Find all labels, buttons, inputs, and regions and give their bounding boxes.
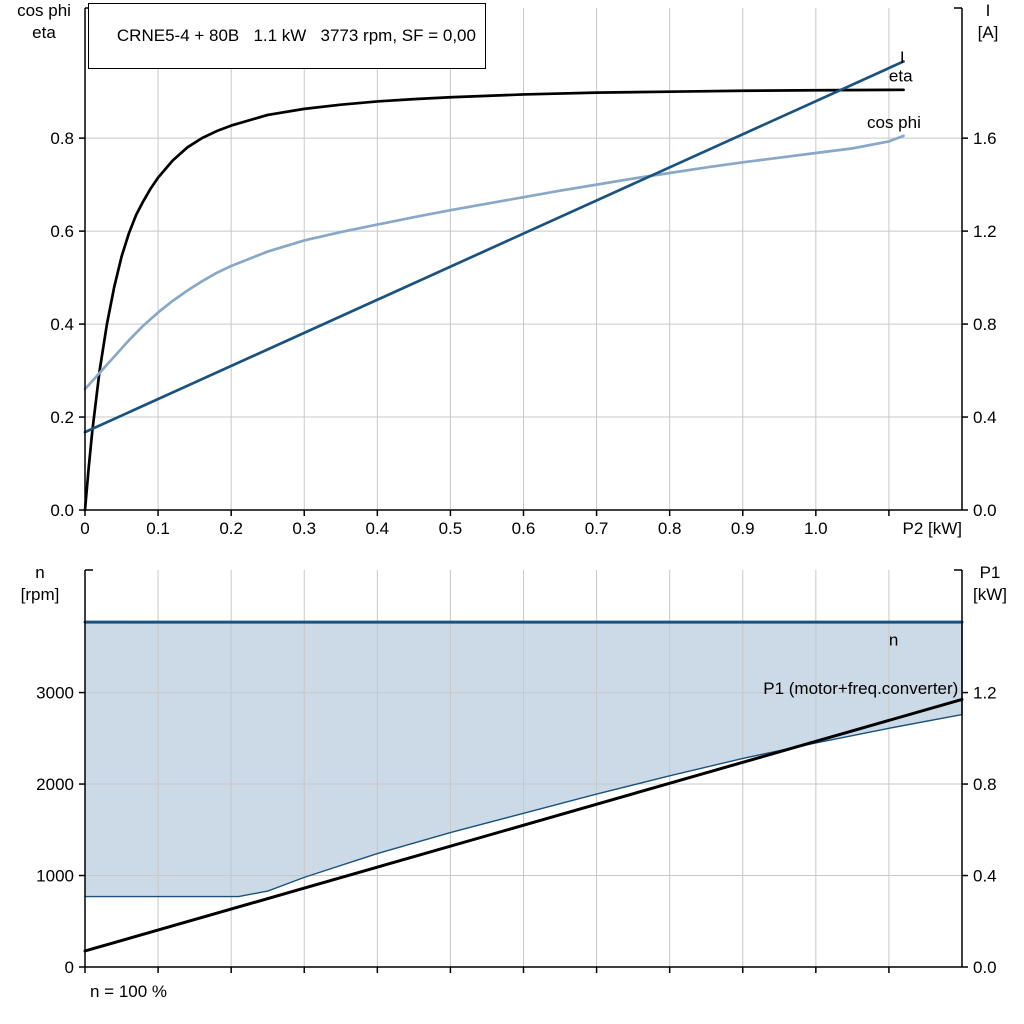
curve-label-i: I (900, 48, 905, 67)
curve-label-n: n (889, 631, 898, 650)
right-axis-title: [kW] (973, 585, 1007, 604)
series-eta (83, 88, 905, 512)
curve-label-eta: eta (889, 66, 913, 85)
left-axis-title: eta (32, 23, 56, 42)
x-tick-label: 0.6 (512, 519, 536, 538)
left-tick-label: 3000 (36, 684, 74, 703)
right-tick-label: 0.8 (973, 775, 997, 794)
x-tick-label: 0.2 (219, 519, 243, 538)
right-tick-label: 0.0 (973, 958, 997, 977)
x-tick-label: 0.9 (731, 519, 755, 538)
left-tick-label: 0.8 (50, 129, 74, 148)
x-tick-label: 1.0 (804, 519, 828, 538)
left-tick-label: 0 (65, 958, 74, 977)
x-tick-label: 0.3 (292, 519, 316, 538)
x-tick-label: 0.8 (658, 519, 682, 538)
left-tick-label: 0.0 (50, 501, 74, 520)
left-tick-label: 0.6 (50, 222, 74, 241)
right-tick-label: 0.0 (973, 501, 997, 520)
x-tick-label: 0.4 (366, 519, 390, 538)
left-tick-label: 0.4 (50, 315, 74, 334)
series-i (83, 60, 905, 434)
x-tick-label: 0.5 (439, 519, 463, 538)
right-axis-title: P1 (980, 563, 1001, 582)
right-tick-label: 0.8 (973, 315, 997, 334)
footer-label: n = 100 % (90, 982, 167, 1001)
x-tick-label: 0.7 (585, 519, 609, 538)
right-axis-title: [A] (978, 23, 999, 42)
right-tick-label: 1.2 (973, 222, 997, 241)
right-axis-title: I (986, 1, 991, 20)
right-tick-label: 0.4 (973, 867, 997, 886)
curve-label-cos-phi: cos phi (867, 113, 921, 132)
x-tick-label: 0.1 (146, 519, 170, 538)
left-axis-title: cos phi (17, 1, 71, 20)
series-cos-phi (83, 134, 905, 391)
right-tick-label: 1.2 (973, 684, 997, 703)
x-axis-unit-label: P2 [kW] (902, 519, 962, 538)
left-axis-title: n (35, 563, 44, 582)
x-tick-label: 0 (80, 519, 89, 538)
left-axis-title: [rpm] (21, 585, 60, 604)
series-n-min (84, 621, 963, 898)
right-tick-label: 1.6 (973, 129, 997, 148)
curve-label-p1-motor-freq-converter: P1 (motor+freq.converter) (763, 679, 958, 698)
right-tick-label: 0.4 (973, 408, 997, 427)
left-tick-label: 2000 (36, 775, 74, 794)
series-p1-motor-freq-converter (83, 697, 964, 953)
chart-title-box: CRNE5-4 + 80B 1.1 kW 3773 rpm, SF = 0,00 (88, 3, 486, 69)
left-tick-label: 0.2 (50, 408, 74, 427)
chart-speed-power-chart: 0 1000 2000 3000 0.0 0.4 0.8 1.2 n [rpm] P1 [kW] n P1… (21, 563, 1007, 1001)
chart-title: CRNE5-4 + 80B 1.1 kW 3773 rpm, SF = 0,00 (116, 26, 476, 45)
left-tick-label: 1000 (36, 867, 74, 886)
chart-motor-electrical-chart: 0 0.1 0.2 0.3 0.4 0.5 0.6 0.7 0.8 0.9 1.0 P2 [kW] 0.… (17, 1, 998, 538)
